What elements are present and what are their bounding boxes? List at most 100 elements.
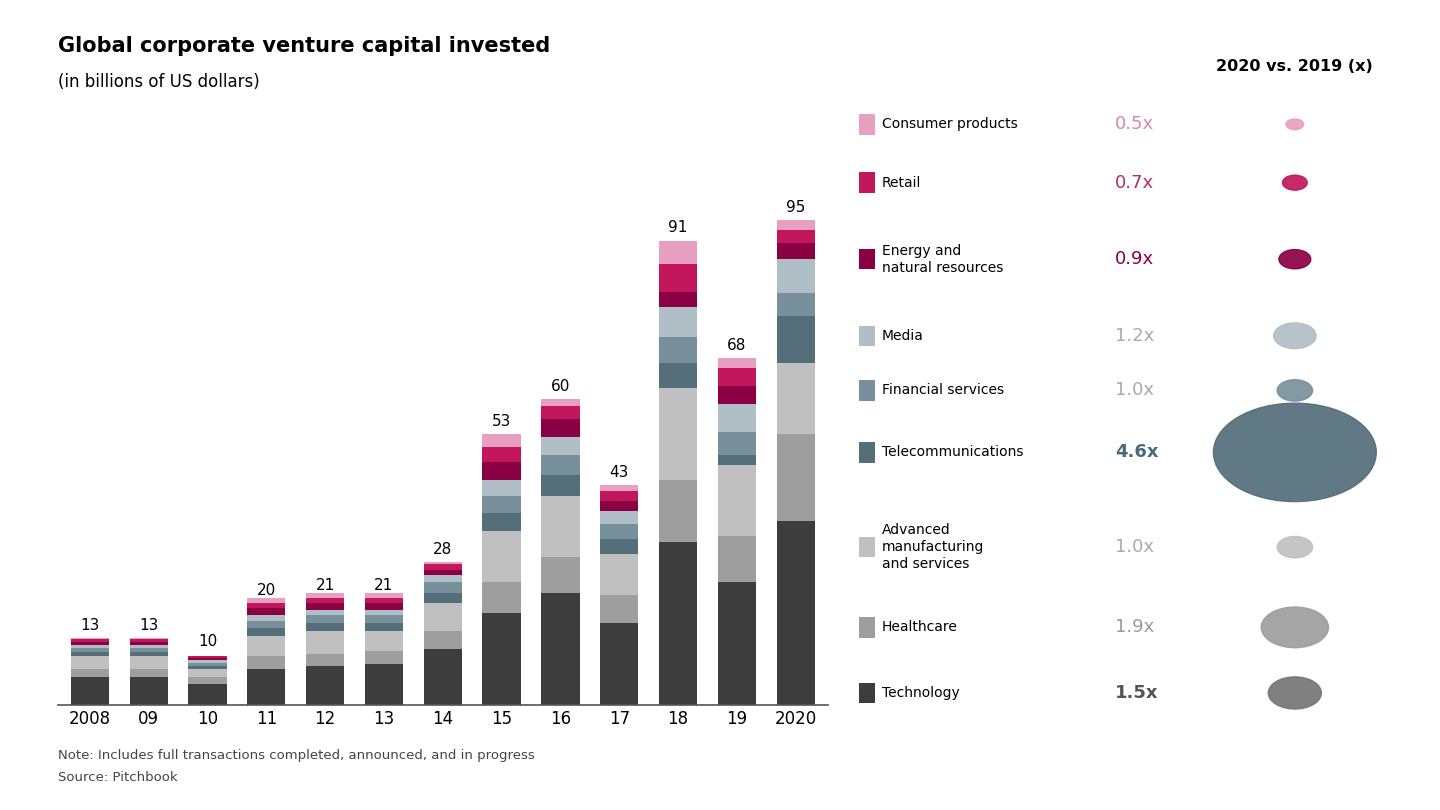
Bar	[541, 419, 579, 437]
Bar	[130, 669, 168, 676]
Bar	[130, 645, 168, 648]
Bar	[364, 616, 403, 623]
Bar	[776, 220, 815, 230]
Bar	[541, 475, 579, 496]
Bar	[600, 511, 638, 523]
Bar	[189, 666, 226, 669]
Bar	[423, 582, 462, 592]
Bar	[717, 404, 756, 432]
Ellipse shape	[1277, 536, 1312, 558]
Bar	[364, 598, 403, 603]
FancyBboxPatch shape	[860, 537, 874, 557]
Bar	[364, 611, 403, 616]
Text: 60: 60	[550, 378, 570, 394]
Bar	[307, 667, 344, 705]
Bar	[776, 243, 815, 259]
Text: 68: 68	[727, 338, 746, 353]
Bar	[600, 523, 638, 539]
Bar	[248, 620, 285, 629]
Ellipse shape	[1279, 249, 1310, 269]
Bar	[776, 230, 815, 243]
Bar	[482, 582, 521, 613]
Bar	[423, 565, 462, 569]
Bar	[130, 676, 168, 705]
Bar	[423, 562, 462, 565]
Bar	[71, 645, 109, 648]
Bar	[307, 654, 344, 667]
Text: 1.0x: 1.0x	[1115, 538, 1153, 556]
Bar	[423, 631, 462, 649]
FancyBboxPatch shape	[860, 173, 874, 193]
Bar	[423, 574, 462, 582]
Bar	[776, 521, 815, 705]
Text: 13: 13	[140, 618, 158, 633]
Text: Technology: Technology	[881, 686, 959, 700]
Bar	[130, 638, 168, 639]
Bar	[248, 669, 285, 705]
FancyBboxPatch shape	[860, 114, 874, 134]
Text: 0.5x: 0.5x	[1115, 115, 1155, 134]
Text: 2020 vs. 2019 (x): 2020 vs. 2019 (x)	[1217, 58, 1374, 74]
Bar	[364, 631, 403, 651]
Ellipse shape	[1273, 323, 1316, 348]
Bar	[482, 463, 521, 480]
Bar	[71, 639, 109, 642]
Bar	[248, 636, 285, 656]
Bar	[189, 656, 226, 659]
Bar	[776, 293, 815, 316]
Bar	[248, 608, 285, 616]
Bar	[307, 631, 344, 654]
Bar	[307, 611, 344, 616]
Bar	[776, 259, 815, 293]
Bar	[660, 542, 697, 705]
Bar	[71, 642, 109, 645]
Text: 1.5x: 1.5x	[1115, 684, 1159, 702]
Bar	[482, 496, 521, 514]
Bar	[660, 363, 697, 389]
Bar	[541, 556, 579, 592]
Bar	[660, 292, 697, 307]
Bar	[717, 358, 756, 368]
Bar	[541, 437, 579, 454]
Bar	[660, 263, 697, 292]
Text: Global corporate venture capital invested: Global corporate venture capital investe…	[58, 36, 550, 57]
Text: 0.7x: 0.7x	[1115, 173, 1155, 192]
Bar	[717, 582, 756, 705]
Ellipse shape	[1261, 607, 1329, 648]
Bar	[660, 307, 697, 338]
Text: 1.0x: 1.0x	[1115, 382, 1153, 399]
Bar	[482, 514, 521, 531]
Bar	[600, 485, 638, 491]
Bar	[189, 684, 226, 705]
Bar	[423, 592, 462, 603]
Text: 43: 43	[609, 465, 629, 480]
Text: Consumer products: Consumer products	[881, 117, 1017, 131]
Bar	[248, 629, 285, 636]
Bar	[364, 664, 403, 705]
Text: Telecommunications: Telecommunications	[881, 446, 1022, 459]
Ellipse shape	[1277, 380, 1312, 401]
Bar	[776, 434, 815, 521]
Bar	[364, 651, 403, 664]
Bar	[130, 648, 168, 652]
Bar	[776, 363, 815, 434]
FancyBboxPatch shape	[860, 380, 874, 401]
Bar	[600, 623, 638, 705]
Bar	[130, 652, 168, 656]
Bar	[482, 434, 521, 447]
FancyBboxPatch shape	[860, 617, 874, 637]
Bar	[307, 592, 344, 598]
Text: Financial services: Financial services	[881, 383, 1004, 398]
Text: 0.9x: 0.9x	[1115, 250, 1155, 268]
Bar	[482, 447, 521, 463]
Bar	[307, 598, 344, 603]
Bar	[541, 454, 579, 475]
Bar	[541, 496, 579, 556]
Bar	[423, 569, 462, 574]
Bar	[71, 648, 109, 652]
Bar	[600, 539, 638, 554]
Text: Healthcare: Healthcare	[881, 620, 958, 634]
Text: Retail: Retail	[881, 176, 922, 190]
Bar	[482, 613, 521, 705]
Text: Source: Pitchbook: Source: Pitchbook	[58, 771, 177, 784]
